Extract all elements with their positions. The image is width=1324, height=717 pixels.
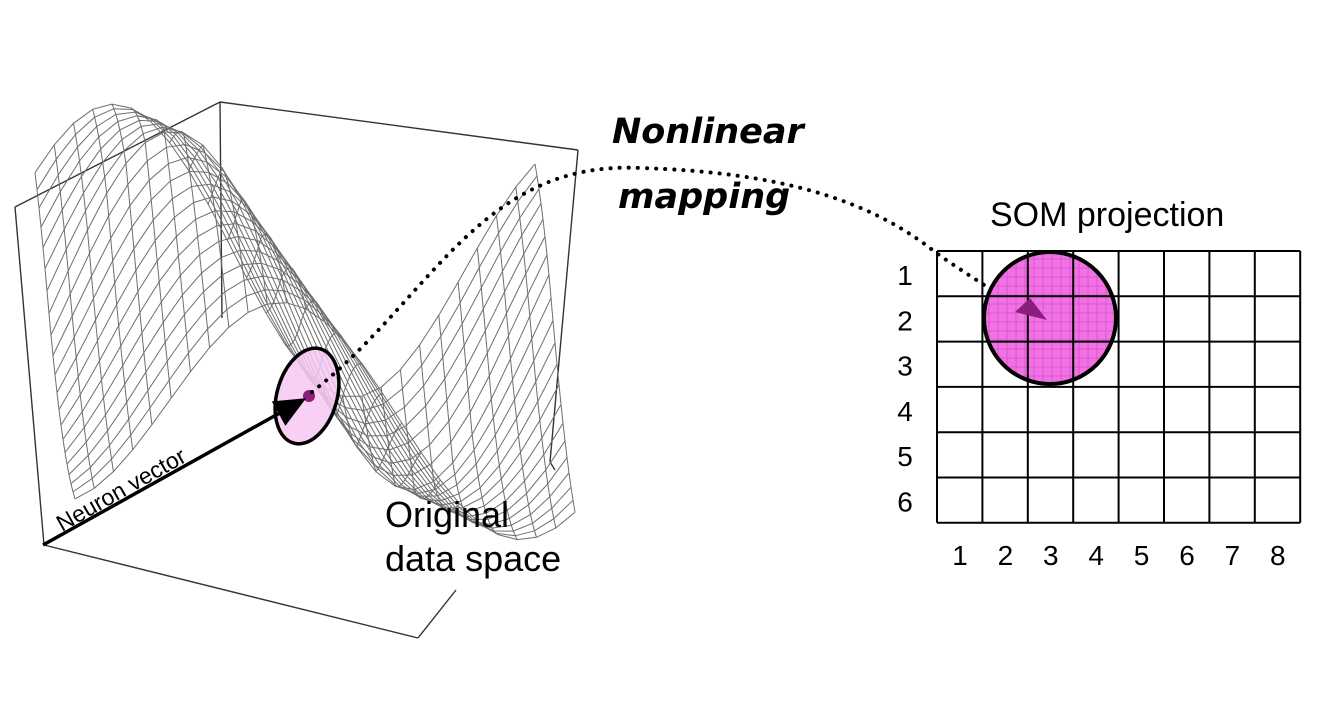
- mesh-line: [207, 166, 249, 313]
- mesh-line: [130, 107, 172, 399]
- mesh-line: [150, 119, 191, 372]
- best-matching-unit-circle: [984, 252, 1116, 384]
- mapping-label-line2: mapping: [618, 177, 790, 217]
- mapping-label-line1: Nonlinear: [612, 112, 807, 152]
- som-col-label: 2: [998, 540, 1014, 571]
- mesh-line: [73, 123, 114, 472]
- som-col-label: 1: [952, 540, 968, 571]
- som-row-label: 2: [897, 305, 913, 336]
- mesh-line: [34, 172, 76, 500]
- som-row-label: 3: [897, 351, 913, 382]
- mesh-line: [457, 282, 499, 536]
- data-space-box: [14, 101, 579, 639]
- som-highlight: [984, 252, 1116, 384]
- mesh-line: [169, 131, 211, 348]
- mesh-line: [476, 248, 518, 540]
- original-space-label-line2: data space: [385, 538, 561, 579]
- box-edge: [219, 101, 579, 151]
- som-col-label: 8: [1270, 540, 1286, 571]
- mesh-line: [284, 300, 326, 347]
- neuron-vector-arrow: [42, 398, 307, 547]
- box-edge: [549, 461, 556, 471]
- box-edge: [43, 544, 419, 639]
- mesh-line: [188, 144, 230, 328]
- box-edge: [549, 149, 579, 463]
- som-projection-title: SOM projection: [990, 196, 1224, 234]
- mesh-line: [380, 387, 422, 488]
- som-col-label: 5: [1134, 540, 1150, 571]
- som-col-label: 7: [1225, 540, 1241, 571]
- mesh-line: [515, 186, 557, 529]
- som-row-label: 4: [897, 396, 913, 427]
- mesh-line: [361, 396, 403, 473]
- som-col-label: 4: [1088, 540, 1104, 571]
- mesh-line: [53, 144, 95, 489]
- mesh-line: [534, 163, 576, 513]
- mesh-line: [226, 199, 268, 305]
- box-edge: [14, 206, 45, 546]
- som-row-label: 6: [897, 487, 913, 518]
- mesh-line: [111, 103, 153, 425]
- best-matching-unit-outline: [982, 250, 1118, 386]
- box-edge: [14, 101, 221, 208]
- mesh-line: [419, 345, 460, 512]
- mesh-line: [342, 393, 383, 448]
- mapped-point-marker: [1015, 298, 1047, 320]
- som-col-label: 3: [1043, 540, 1059, 571]
- original-space-label-line1: Original: [385, 494, 509, 535]
- som-grid: [936, 250, 1302, 524]
- mesh-line: [246, 233, 287, 303]
- som-row-label: 5: [897, 441, 913, 472]
- mesh-line: [92, 109, 134, 450]
- mesh-line: [399, 369, 441, 500]
- mesh-line: [438, 315, 479, 524]
- mesh-line: [54, 170, 556, 502]
- wireframe-surface: [34, 103, 576, 541]
- mesh-line: [265, 267, 307, 314]
- som-row-label: 1: [897, 260, 913, 291]
- som-col-label: 6: [1179, 540, 1195, 571]
- mesh-line: [496, 215, 537, 538]
- nonlinear-mapping-curve: [310, 165, 1027, 394]
- box-edge: [417, 589, 457, 639]
- som-row-labels: 1 2 3 4 5 6: [897, 260, 913, 518]
